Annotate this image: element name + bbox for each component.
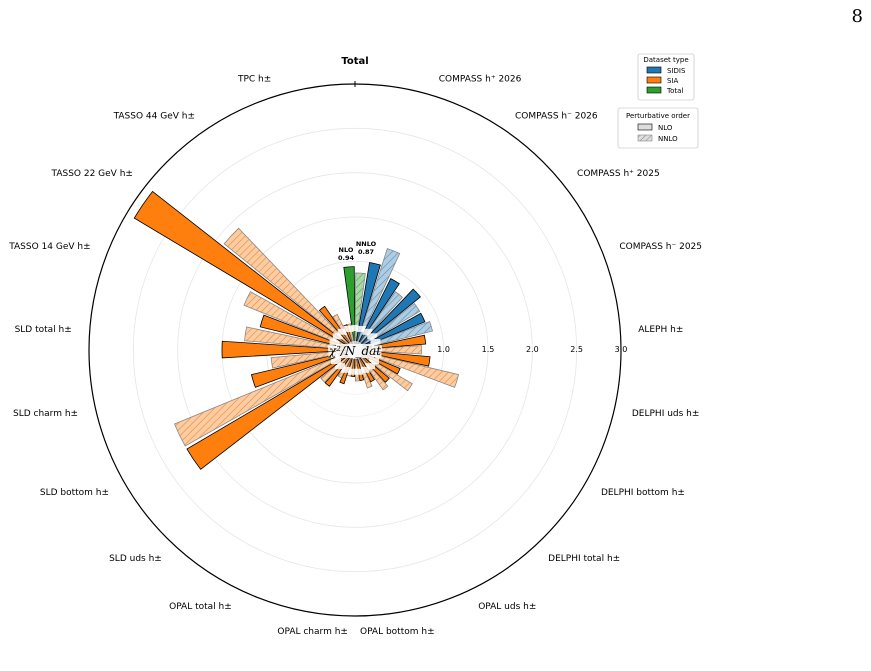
category-label: SLD total h± xyxy=(15,325,72,335)
legend-entry-total: Total xyxy=(646,86,683,95)
bars xyxy=(133,190,459,470)
inner-tag xyxy=(356,325,367,332)
bar-nlo xyxy=(221,340,356,359)
inner-tag xyxy=(340,366,351,373)
radial-tick-labels: 1.0 1.5 2.0 2.5 3.0 xyxy=(437,345,627,354)
legend-entry-nlo: NLO xyxy=(637,123,673,132)
inner-tag xyxy=(371,345,382,352)
category-label: OPAL bottom h± xyxy=(360,627,435,637)
bar-nnlo xyxy=(354,345,422,355)
inner-tag xyxy=(328,351,339,358)
grid-circle xyxy=(177,172,533,528)
bar-nnlo xyxy=(243,291,356,351)
category-label: SLD uds h± xyxy=(109,554,162,564)
category-label: COMPASS h⁺ 2026 xyxy=(439,75,522,85)
bar-nlo xyxy=(186,349,356,470)
bar-nlo xyxy=(318,305,356,351)
inner-tag xyxy=(328,345,339,352)
category-label: SLD charm h± xyxy=(13,409,78,419)
legend-perturbative-order: Perturbative order NLO NNLO xyxy=(617,107,699,149)
bar-nnlo xyxy=(354,349,459,388)
category-label: TPC h± xyxy=(237,75,271,85)
category-label: TASSO 44 GeV h± xyxy=(113,111,195,121)
inner-tag xyxy=(370,338,381,345)
inner-tag xyxy=(371,351,382,358)
inner-tag xyxy=(343,325,354,332)
legend-entry-sidis: SIDIS xyxy=(646,66,686,75)
category-label: COMPASS h⁺ 2025 xyxy=(577,169,660,179)
category-label: TASSO 22 GeV h± xyxy=(51,169,133,179)
category-label: ALEPH h± xyxy=(638,325,683,335)
inner-tag xyxy=(329,338,340,345)
bar-nlo xyxy=(251,349,356,388)
category-label: DELPHI total h± xyxy=(548,554,620,564)
inner-tag xyxy=(359,366,370,373)
nnlo-annotation-value: 0.87 xyxy=(358,248,374,256)
inner-tag xyxy=(337,328,348,335)
inner-tag xyxy=(346,368,357,375)
inner-tag xyxy=(353,368,364,375)
inner-tag xyxy=(335,363,346,370)
inner-tag xyxy=(367,333,378,340)
legend-entry-sia: SIA xyxy=(646,76,679,85)
legend-order-title: Perturbative order xyxy=(626,112,690,120)
legend-entry-nnlo: NNLO xyxy=(637,134,678,143)
category-label: TASSO 14 GeV h± xyxy=(8,242,90,252)
legend-nlo-label: NLO xyxy=(658,124,673,132)
center-label: χ²/N_dat xyxy=(328,344,381,358)
radial-tick-label: 1.5 xyxy=(482,345,495,354)
radial-tick-label: 1.0 xyxy=(437,345,450,354)
nlo-annotation: NLO 0.94 xyxy=(338,246,355,262)
category-label: OPAL uds h± xyxy=(478,602,536,612)
nlo-annotation-label: NLO xyxy=(339,246,354,254)
inner-tag xyxy=(330,358,341,364)
legend-nnlo-label: NNLO xyxy=(658,135,678,143)
category-label: COMPASS h⁻ 2025 xyxy=(619,242,702,252)
legend-sia-label: SIA xyxy=(667,77,679,85)
bar-nnlo xyxy=(244,326,356,351)
inner-tag xyxy=(332,333,343,340)
legend-dataset-type: Dataset type SIDIS SIA Total xyxy=(637,53,695,101)
category-label: DELPHI uds h± xyxy=(632,409,700,419)
inner-tag xyxy=(362,328,373,335)
bar-nnlo xyxy=(354,349,389,391)
legend-total-label: Total xyxy=(666,87,683,95)
bar-nnlo xyxy=(354,248,401,351)
radial-tick-label: 2.0 xyxy=(526,345,539,354)
bar-nnlo xyxy=(223,227,356,351)
legend-sidis-label: SIDIS xyxy=(667,67,686,75)
category-label: OPAL total h± xyxy=(169,602,232,612)
nnlo-annotation: NNLO 0.87 xyxy=(356,240,377,256)
center-label-text: χ²/N_dat xyxy=(328,344,381,358)
bar-nnlo xyxy=(173,349,356,447)
category-labels: COMPASS h⁺ 2026 COMPASS h⁻ 2026 COMPASS h⁺… xyxy=(8,75,702,637)
inner-tag xyxy=(350,325,360,331)
category-label: COMPASS h⁻ 2026 xyxy=(515,111,598,121)
bar-nlo xyxy=(133,190,356,351)
category-label: SLD bottom h± xyxy=(40,488,109,498)
nlo-annotation-value: 0.94 xyxy=(338,254,355,262)
inner-tag xyxy=(364,363,375,370)
bar-nnlo xyxy=(354,291,404,351)
page-number: 8 xyxy=(851,6,863,27)
legend-dataset-title: Dataset type xyxy=(643,56,688,64)
category-label: DELPHI bottom h± xyxy=(601,488,685,498)
category-label: OPAL charm h± xyxy=(277,627,348,637)
radial-tick-label: 2.5 xyxy=(570,345,583,354)
nnlo-annotation-label: NNLO xyxy=(356,240,377,248)
radial-tick-label: 3.0 xyxy=(615,345,628,354)
chart-title: Total xyxy=(341,56,368,67)
inner-tag xyxy=(369,358,380,364)
grid-circle xyxy=(132,127,578,573)
